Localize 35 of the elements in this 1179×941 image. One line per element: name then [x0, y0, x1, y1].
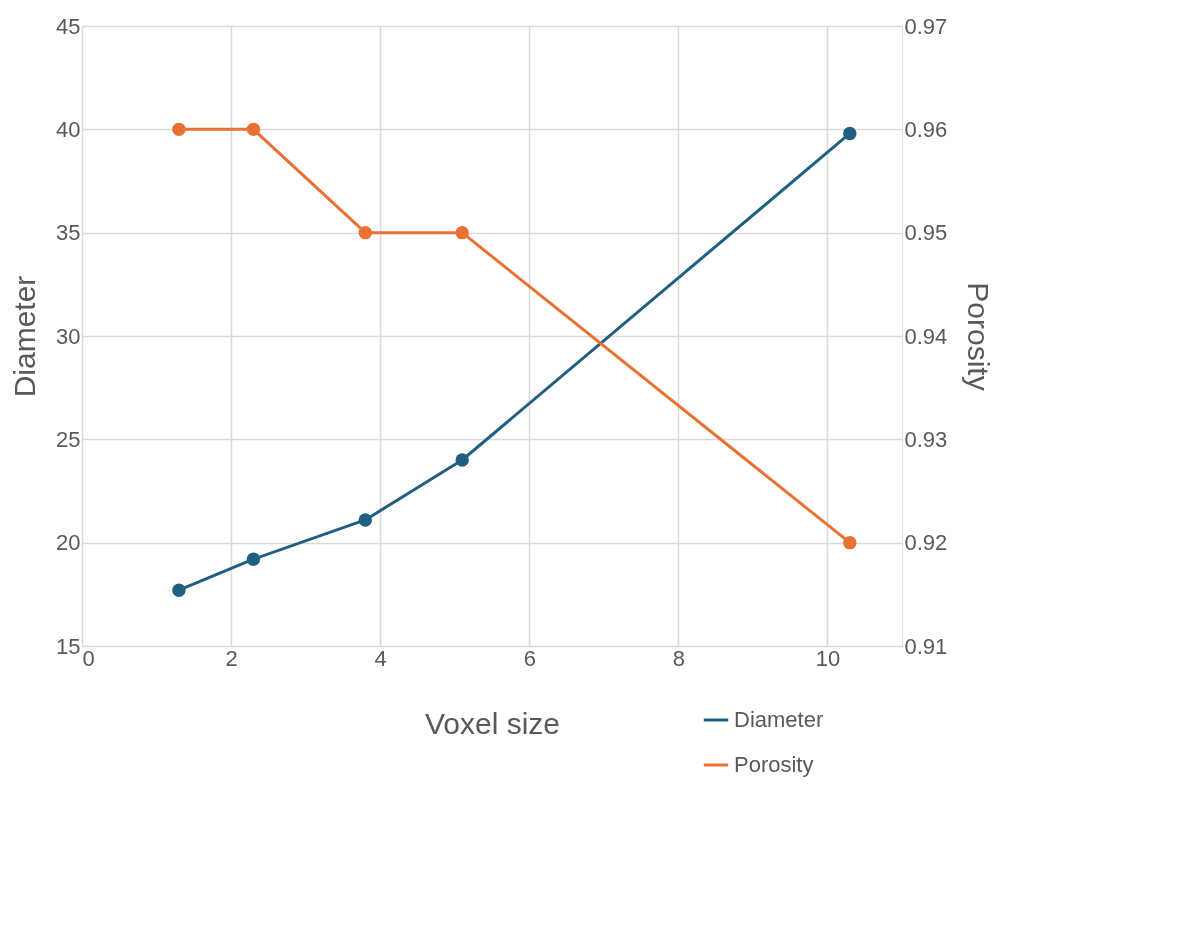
y2-tick-label: 0.91 [904, 633, 948, 659]
x-axis-title: Voxel size [424, 706, 561, 740]
y-tick-label: 25 [56, 426, 81, 452]
point [455, 225, 469, 240]
x-tick-label: 2 [225, 645, 238, 671]
y2-tick-label: 0.94 [904, 323, 948, 349]
x-tick-label: 6 [523, 645, 536, 671]
y2-tick-label: 0.93 [904, 426, 948, 452]
x-tick-label: 10 [815, 645, 841, 671]
y-tick-label: 40 [56, 116, 81, 142]
point [455, 453, 469, 467]
point [358, 513, 372, 527]
point [843, 535, 857, 550]
y-tick-label: 45 [56, 13, 81, 39]
y-axis-title: Diameter [8, 275, 42, 398]
y2-tick-label: 0.92 [904, 530, 948, 556]
point [358, 225, 372, 240]
point [246, 122, 261, 137]
y2-axis-title: Porosity [962, 282, 996, 391]
point [172, 583, 186, 597]
y-tick-label: 15 [56, 633, 81, 659]
y-tick-label: 20 [56, 530, 81, 556]
point [246, 552, 261, 566]
y2-tick-label: 0.96 [904, 116, 948, 142]
x-tick-label: 4 [374, 645, 387, 671]
legend-label: Diameter [734, 707, 824, 732]
point [843, 126, 857, 141]
y-tick-label: 35 [56, 220, 81, 246]
point [172, 122, 186, 137]
y2-tick-label: 0.97 [904, 13, 948, 39]
x-tick-label: 8 [672, 645, 685, 671]
y2-tick-label: 0.95 [904, 220, 948, 246]
y-tick-label: 30 [56, 323, 81, 349]
x-tick-label: 0 [82, 645, 95, 671]
legend-label: Porosity [734, 752, 814, 777]
